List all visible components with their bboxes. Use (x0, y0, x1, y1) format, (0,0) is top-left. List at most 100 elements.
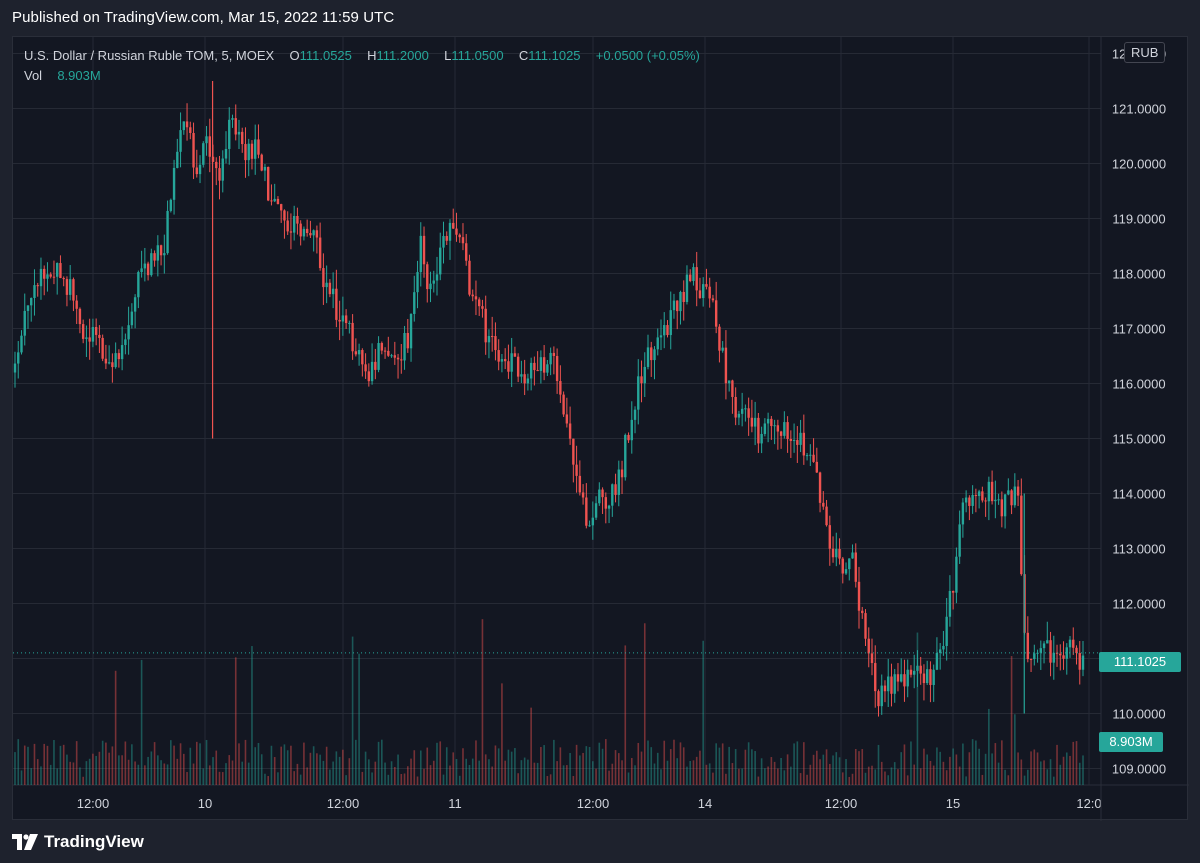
volume-bar (767, 766, 769, 785)
volume-bar (530, 707, 532, 785)
candle-body (490, 336, 494, 338)
candle-body (822, 502, 825, 507)
candle-body (1010, 490, 1013, 506)
volume-bar (361, 771, 364, 785)
volume-bar (273, 757, 276, 785)
volume-bar (741, 768, 743, 785)
volume-bar (803, 742, 805, 785)
candle-body (78, 308, 82, 325)
candle-body (260, 154, 263, 171)
volume-bar (101, 740, 104, 785)
x-tick-label: 14 (698, 796, 712, 811)
volume-bar (845, 759, 847, 785)
chart-area[interactable]: 122.0000121.0000120.0000119.0000118.0000… (12, 36, 1189, 821)
candle-body (159, 245, 163, 256)
candle-body (874, 663, 877, 692)
volume-bar (617, 753, 620, 785)
chart-canvas[interactable]: 122.0000121.0000120.0000119.0000118.0000… (13, 37, 1189, 821)
candle-body (734, 396, 737, 418)
x-tick-label: 12:0 (1076, 796, 1101, 811)
candle-body (705, 284, 708, 287)
volume-bar (650, 747, 653, 785)
candle-body (286, 220, 289, 232)
volume-bar (364, 751, 367, 785)
candle-body (585, 497, 588, 526)
volume-bar (867, 766, 870, 785)
candle-body (68, 279, 72, 295)
volume-bar (595, 768, 597, 785)
candle-body (325, 282, 328, 288)
volume-bar (871, 765, 873, 785)
candle-body (52, 276, 56, 278)
volume-bar (189, 747, 192, 785)
candle-body (299, 223, 302, 237)
candle-body (984, 500, 987, 502)
volume-bar (562, 765, 565, 785)
legend-price-row: U.S. Dollar / Russian Ruble TOM, 5, MOEX… (24, 46, 700, 66)
candle-body (581, 492, 585, 498)
candle-body (354, 351, 358, 355)
candle-body (218, 168, 221, 181)
candle-body (315, 230, 319, 238)
candle-body (844, 569, 848, 574)
volume-bar (988, 708, 990, 785)
candle-body (33, 285, 36, 298)
candle-body (799, 432, 802, 445)
volume-bar (689, 760, 692, 785)
candle-body (1003, 494, 1007, 517)
candle-body (289, 231, 293, 233)
candle-body (650, 347, 653, 361)
change-value: +0.0500 (+0.05%) (595, 48, 700, 63)
candle-body (94, 327, 98, 335)
candle-body (81, 324, 85, 339)
volume-bar (371, 772, 373, 785)
volume-bar (725, 773, 727, 785)
candle-body (656, 337, 659, 350)
candle-body (357, 350, 361, 355)
volume-bar (221, 772, 224, 785)
candle-body (942, 645, 945, 650)
volume-bar (290, 745, 292, 785)
volume-bar (134, 761, 136, 785)
volume-bar (692, 760, 695, 785)
volume-bar (127, 759, 130, 785)
candle-body (263, 166, 267, 171)
candle-body (997, 499, 1000, 501)
candle-body (182, 121, 186, 131)
candle-body (338, 319, 341, 322)
volume-bar (919, 768, 922, 785)
volume-label[interactable]: Vol (24, 68, 43, 83)
volume-bar (536, 762, 539, 785)
volume-bar (494, 745, 497, 785)
candle-body (62, 278, 65, 280)
candle-body (1075, 647, 1078, 654)
volume-bar (1078, 762, 1081, 785)
volume-bar (484, 754, 487, 785)
tradingview-brand[interactable]: TradingView (12, 830, 144, 854)
volume-bar (893, 762, 896, 785)
candle-body (572, 438, 575, 465)
candle-body (854, 552, 857, 582)
candle-body (468, 260, 471, 295)
candle-body (331, 288, 335, 295)
candle-body (426, 264, 429, 290)
y-tick-label: 120.0000 (1112, 157, 1166, 172)
symbol-label[interactable]: U.S. Dollar / Russian Ruble TOM, 5, MOEX (24, 48, 275, 63)
candle-body (633, 409, 637, 420)
candle-body (510, 353, 513, 372)
candle-body (111, 362, 114, 368)
candle-body (744, 408, 747, 410)
volume-bar (884, 771, 886, 785)
volume-bar (384, 762, 386, 785)
candle-body (679, 291, 682, 312)
volume-bar (592, 761, 594, 785)
chart-legend: U.S. Dollar / Russian Ruble TOM, 5, MOEX… (24, 46, 700, 86)
high-value: 111.2000 (376, 48, 429, 63)
candle-body (763, 423, 767, 434)
candle-body (682, 291, 685, 302)
volume-bar (183, 753, 185, 785)
volume-bar (394, 767, 396, 785)
volume-bar (449, 765, 451, 785)
x-tick-label: 12:00 (327, 796, 360, 811)
currency-button[interactable]: RUB (1124, 42, 1166, 63)
